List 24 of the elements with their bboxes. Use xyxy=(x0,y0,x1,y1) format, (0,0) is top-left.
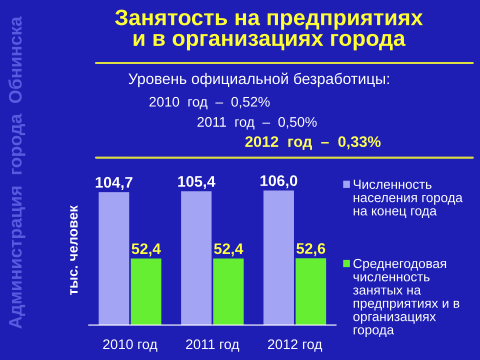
text: 2012 год – 0,33% xyxy=(245,136,381,150)
bar xyxy=(98,192,130,326)
text: 2010 год – 0,52% xyxy=(150,96,270,110)
legend-label: Численность населения города на конец года xyxy=(354,180,463,218)
x-tick-label: 2011 год xyxy=(186,339,240,352)
legend-label: Среднегодовая численность занятых на предприятиях и в организациях города xyxy=(353,258,460,338)
bar xyxy=(130,258,162,326)
bar xyxy=(181,191,212,326)
x-tick-label: 2010 год xyxy=(103,339,158,352)
bar xyxy=(263,190,294,326)
data-label: 106,0 xyxy=(260,175,298,188)
data-label: 52,6 xyxy=(296,243,326,256)
data-label: 104,7 xyxy=(96,176,132,190)
x-tick-label: 2012 год xyxy=(268,339,322,352)
bar xyxy=(296,258,326,326)
y-axis-title: тыс. человек xyxy=(70,205,78,295)
text: 2011 год – 0,50% xyxy=(198,117,317,130)
text: Администрация города Обнинска xyxy=(8,16,26,329)
bar xyxy=(213,258,244,326)
data-label: 52,4 xyxy=(214,243,244,256)
chart-title: Занятость на предприятиях и в организациях города xyxy=(115,10,423,50)
data-label: 105,4 xyxy=(178,176,216,190)
text: Уровень официальной безработицы: xyxy=(128,72,389,88)
data-label: 52,4 xyxy=(132,243,161,256)
